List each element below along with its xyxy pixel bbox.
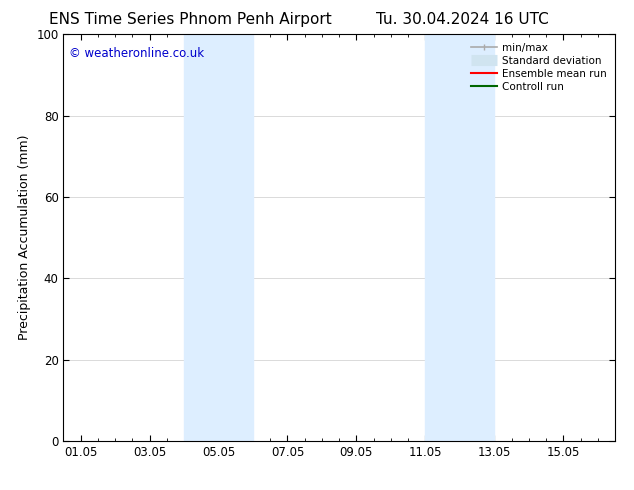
- Text: © weatheronline.co.uk: © weatheronline.co.uk: [69, 47, 204, 59]
- Bar: [425, 34, 495, 441]
- Text: Tu. 30.04.2024 16 UTC: Tu. 30.04.2024 16 UTC: [377, 12, 549, 27]
- Text: ENS Time Series Phnom Penh Airport: ENS Time Series Phnom Penh Airport: [49, 12, 332, 27]
- Y-axis label: Precipitation Accumulation (mm): Precipitation Accumulation (mm): [18, 135, 30, 341]
- Legend: min/max, Standard deviation, Ensemble mean run, Controll run: min/max, Standard deviation, Ensemble me…: [467, 40, 610, 95]
- Bar: [184, 34, 253, 441]
